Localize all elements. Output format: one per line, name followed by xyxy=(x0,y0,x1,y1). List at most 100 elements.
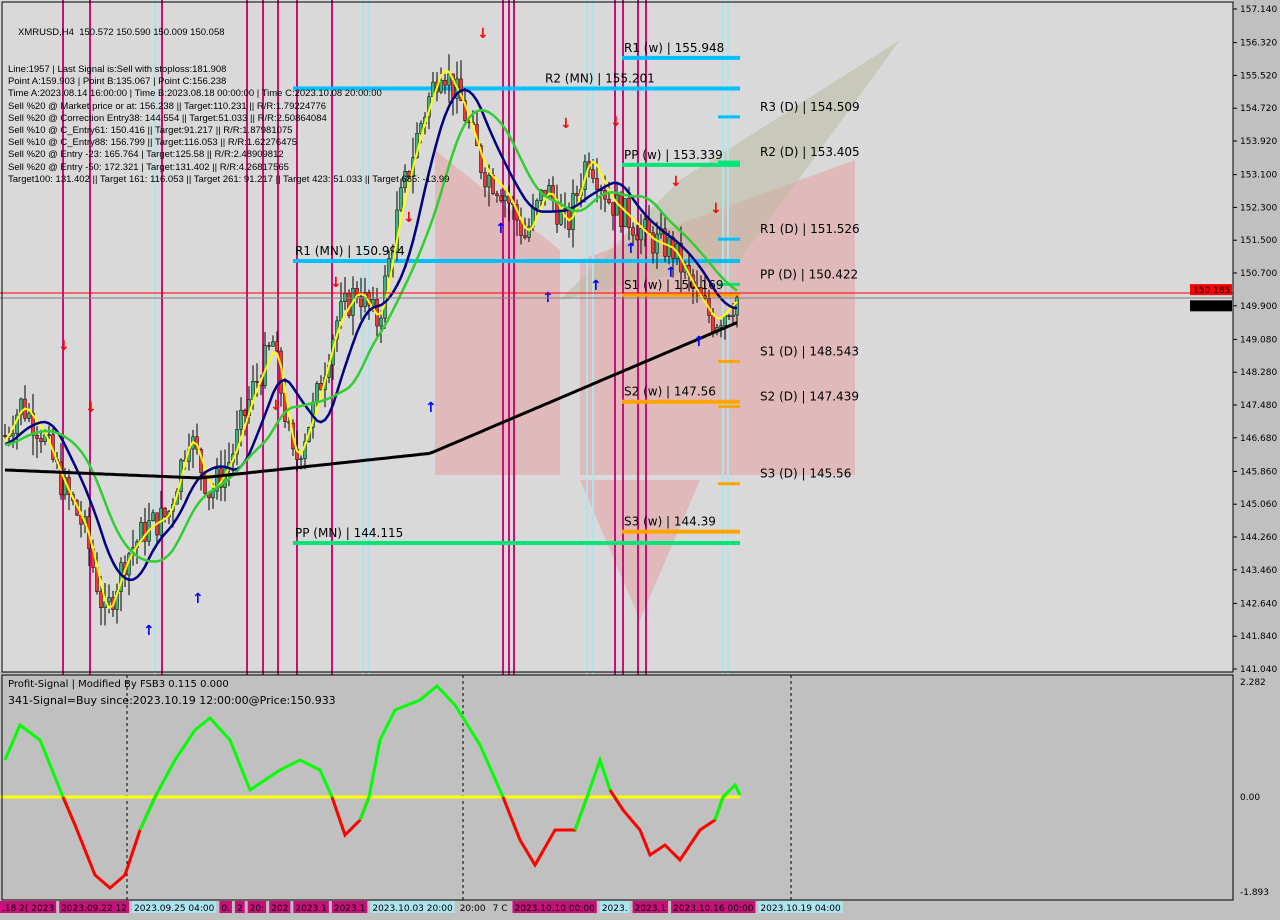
candle-body xyxy=(499,195,503,202)
candle-body xyxy=(735,296,739,316)
y-tick-label: 154.720 xyxy=(1240,104,1277,114)
sell-arrow-icon: ↓ xyxy=(670,174,682,190)
x-label-bg xyxy=(293,901,329,913)
candle-body xyxy=(11,433,15,437)
candle-body xyxy=(483,172,487,188)
candle-body xyxy=(703,295,707,299)
candle-body xyxy=(143,522,147,542)
pivot-level-label: S1 (D) | 148.543 xyxy=(760,344,859,358)
pivot-level-label: R1 (D) | 151.526 xyxy=(760,222,860,236)
y-tick-label: 147.480 xyxy=(1240,401,1277,411)
candle-body xyxy=(99,591,103,608)
pivot-level-label: S2 (w) | 147.56 xyxy=(624,385,716,399)
candle-body xyxy=(635,234,639,241)
indicator-frame xyxy=(1,674,1234,901)
x-tick-label: 20:00 xyxy=(460,904,486,914)
buy-arrow-icon: ↑ xyxy=(425,400,437,416)
candle-body xyxy=(203,472,207,494)
x-tick-label: 2023.09.25 04:00 xyxy=(134,904,215,914)
y-tick-label: 146.680 xyxy=(1240,434,1277,444)
info-line: Sell %20 @ Market price or at: 156.238 |… xyxy=(8,100,327,112)
candle-body xyxy=(255,381,259,383)
candle-body xyxy=(631,227,635,236)
current-price-label: 150.058 xyxy=(1193,302,1230,312)
indicator-bg xyxy=(0,675,1233,900)
x-label-bg xyxy=(632,901,669,913)
candle-body xyxy=(27,412,31,419)
candle-body xyxy=(419,123,423,134)
candle-body xyxy=(527,226,531,238)
y-tick-label: 151.500 xyxy=(1240,236,1277,246)
candle-body xyxy=(619,194,623,227)
info-line: Sell %10 @ C_Entry61: 150.416 || Target:… xyxy=(8,125,293,137)
indicator-signal: 341-Signal=Buy since:2023.10.19 12:00:00… xyxy=(8,694,336,707)
x-tick-label: 2023.10.03 20:00 xyxy=(372,904,453,914)
candle-body xyxy=(3,435,7,437)
candle-body xyxy=(595,178,599,190)
sell-arrow-icon: ↓ xyxy=(477,26,489,42)
y-tick-label: 143.460 xyxy=(1240,566,1277,576)
buy-arrow-icon: ↑ xyxy=(625,241,637,257)
x-tick-label: 2023.1 xyxy=(295,904,327,914)
x-tick-label: 2023. xyxy=(602,904,628,914)
info-line: Sell %20 @ Entry -23: 165.764 | Target:1… xyxy=(8,149,284,161)
candle-body xyxy=(275,341,279,352)
candle-body xyxy=(535,200,539,209)
pivot-level-label: R1 (MN) | 150.994 xyxy=(295,244,405,258)
candle-body xyxy=(315,382,319,403)
y-tick-label: 152.300 xyxy=(1240,203,1277,213)
y-tick-label: 157.140 xyxy=(1240,5,1277,15)
sell-arrow-icon: ↓ xyxy=(330,275,342,291)
current-price-label-bg xyxy=(1190,300,1232,312)
candle-body xyxy=(399,187,403,211)
y-tick-label: 150.700 xyxy=(1240,269,1277,279)
ask-price-label: 150.185 xyxy=(1193,286,1230,296)
buy-arrow-icon: ↑ xyxy=(693,334,705,350)
x-tick-label: 2023.1 xyxy=(635,904,667,914)
pivot-level-label: R2 (D) | 153.405 xyxy=(760,145,860,159)
candle-body xyxy=(727,315,731,317)
pivot-level-label: S2 (D) | 147.439 xyxy=(760,390,859,404)
info-line: Sell %10 @ C_Entry88: 156.799 || Target:… xyxy=(8,137,298,149)
candle-body xyxy=(503,195,507,202)
symbol-ohlc: XMRUSD,H4 150.572 150.590 150.009 150.05… xyxy=(18,27,225,39)
sell-arrow-icon: ↓ xyxy=(270,398,282,414)
indicator-tick-label: -1.893 xyxy=(1240,888,1269,898)
x-tick-label: 2023.10.16 00:00 xyxy=(673,904,754,914)
sell-arrow-icon: ↓ xyxy=(85,400,97,416)
x-label-bg xyxy=(247,901,267,913)
y-tick-label: 149.900 xyxy=(1240,302,1277,312)
y-tick-label: 145.060 xyxy=(1240,500,1277,510)
y-tick-label: 153.100 xyxy=(1240,171,1277,181)
candle-body xyxy=(487,175,491,188)
x-tick-label: 2023.1 xyxy=(334,904,366,914)
candle-body xyxy=(39,438,43,442)
candle-body xyxy=(407,171,411,178)
x-label-bg xyxy=(758,901,843,913)
sell-arrow-icon: ↓ xyxy=(710,201,722,217)
pivot-level-label: S3 (D) | 145.56 xyxy=(760,467,851,481)
sell-arrow-icon: ↓ xyxy=(403,210,415,226)
signal-info-panel: XMRUSD,H4 150.572 150.590 150.009 150.05… xyxy=(8,3,449,198)
candle-body xyxy=(299,458,303,461)
indicator-info: Profit-Signal | Modified By FSB3 0.115 0… xyxy=(8,677,336,709)
candle-body xyxy=(539,189,543,201)
ma-200-line xyxy=(4,321,738,480)
y-tick-label: 141.040 xyxy=(1240,665,1277,675)
x-tick-label: 0. xyxy=(221,904,230,914)
candle-body xyxy=(59,461,63,496)
info-line: Sell %20 @ Correction Entry38: 144.554 |… xyxy=(8,112,327,124)
candle-body xyxy=(339,301,343,322)
candle-body xyxy=(239,409,243,430)
candle-body xyxy=(607,198,611,203)
candle-body xyxy=(479,145,483,173)
pivot-level-label: PP (w) | 153.339 xyxy=(624,148,723,162)
info-line: Line:1957 | Last Signal is:Sell with sto… xyxy=(8,64,227,76)
candle-body xyxy=(723,315,727,326)
candle-body xyxy=(215,468,219,492)
candle-body xyxy=(163,507,167,518)
x-label-bg xyxy=(331,901,368,913)
x-label-bg xyxy=(599,901,630,913)
indicator-tick-label: 2.282 xyxy=(1240,678,1266,688)
